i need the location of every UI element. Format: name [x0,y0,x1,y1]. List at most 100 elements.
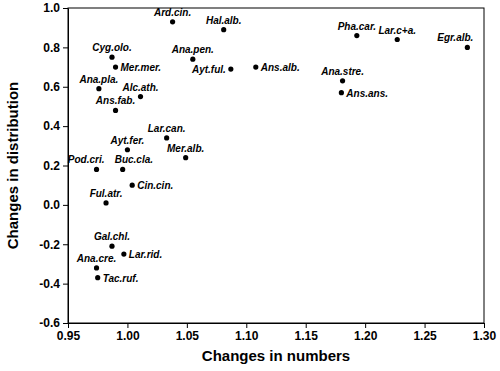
axis-line [68,9,69,324]
point-labels: Ard.cin.Hal.alb.Pha.car.Lar.c+a.Egr.alb.… [68,7,474,284]
tick-mark [63,8,68,9]
tick-mark [365,323,366,328]
point-label: Ard.cin. [153,7,191,18]
point [170,19,175,24]
point-label: Pod.cri. [68,154,105,165]
point [94,265,99,270]
tick-label: 1.0 [43,1,60,15]
point [121,251,126,256]
point-label: Mer.mer. [121,62,162,73]
tick: 0.0 [43,198,68,212]
tick: 0.8 [43,41,68,55]
point [465,45,470,50]
point [94,167,99,172]
tick-label: 1.25 [413,329,437,343]
point-label: Buc.cla. [115,154,153,165]
point [138,94,143,99]
tick-label: 0.8 [43,41,60,55]
point-label: Alc.ath. [121,82,158,93]
point [164,135,169,140]
point [113,64,118,69]
tick-mark [127,323,128,328]
tick-mark [306,323,307,328]
point-label: Ana.cre. [76,253,116,264]
point [125,147,130,152]
tick: 0.95 [57,323,81,343]
tick-label: 0.0 [43,198,60,212]
point-label: Lar.c+a. [378,25,416,36]
point-label: Ans.alb. [260,62,300,73]
point-label: Cin.cin. [137,180,173,191]
tick-mark [68,323,69,328]
tick-label: -0.4 [39,277,60,291]
y-axis: -0.6 -0.4 -0.2 0.0 0.2 0.4 0.6 0.8 1.0 [39,1,68,330]
tick-mark [63,87,68,88]
point [109,55,114,60]
tick-label: -0.6 [39,316,60,330]
tick: 1.25 [413,323,437,343]
point [95,275,100,280]
tick: -0.2 [39,238,68,252]
tick-label: -0.2 [39,238,60,252]
plot: 0.95 1.00 1.05 1.10 1.15 1.20 1.25 1.30 -0.6 -0.4… [39,1,496,342]
point [120,167,125,172]
point [253,64,258,69]
tick: 0.6 [43,80,68,94]
tick-mark [63,166,68,167]
plot-frame [68,8,484,323]
point [113,108,118,113]
point-label: Lar.rid. [129,249,162,260]
tick-mark [63,244,68,245]
point-label: Ans.ans. [345,88,388,99]
point [221,27,226,32]
point-label: Ayt.fer. [109,135,144,146]
tick: 1.05 [176,323,200,343]
axis-line [69,323,485,324]
x-axis-title: Changes in numbers [202,347,350,364]
tick-label: 1.10 [235,329,259,343]
tick-label: 1.15 [295,329,319,343]
y-axis-title: Changes in distribution [4,82,21,250]
tick-label: 0.95 [57,329,81,343]
point [109,244,114,249]
tick-mark [246,323,247,328]
tick-label: 1.05 [176,329,200,343]
point [130,183,135,188]
tick: 0.4 [43,119,68,133]
point [183,155,188,160]
tick-label: 0.6 [43,80,60,94]
tick: 1.0 [43,1,68,15]
point [228,66,233,71]
tick-label: 0.2 [43,159,60,173]
tick: 1.30 [473,323,497,343]
point-label: Ana.stre. [320,66,364,77]
point-label: Ana.pen. [171,44,214,55]
tick-label: 1.30 [473,329,497,343]
point-label: Ana.pla. [78,74,118,85]
tick-label: 1.20 [354,329,378,343]
point-label: Gal.chl. [94,231,130,242]
tick: 0.2 [43,159,68,173]
tick-mark [63,205,68,206]
tick-mark [484,323,485,328]
tick: 1.10 [235,323,259,343]
point [103,200,108,205]
point-label: Ayt.ful. [191,64,226,75]
tick: -0.6 [39,316,68,330]
tick-mark [63,323,68,324]
tick: 1.00 [116,323,140,343]
point-label: Egr.alb. [437,32,473,43]
point-label: Cyg.olo. [92,42,131,53]
point [190,57,195,62]
point-label: Mer.alb. [167,143,204,154]
tick-mark [63,47,68,48]
point-label: Hal.alb. [206,15,242,26]
point [340,78,345,83]
tick-mark [63,284,68,285]
point-label: Ful.atr. [90,188,123,199]
chart: 0.95 1.00 1.05 1.10 1.15 1.20 1.25 1.30 -0.6 -0.4… [0,0,500,371]
x-axis: 0.95 1.00 1.05 1.10 1.15 1.20 1.25 1.30 [57,323,497,343]
point-label: Ans.fab. [95,95,135,106]
point [96,86,101,91]
points [94,19,470,280]
